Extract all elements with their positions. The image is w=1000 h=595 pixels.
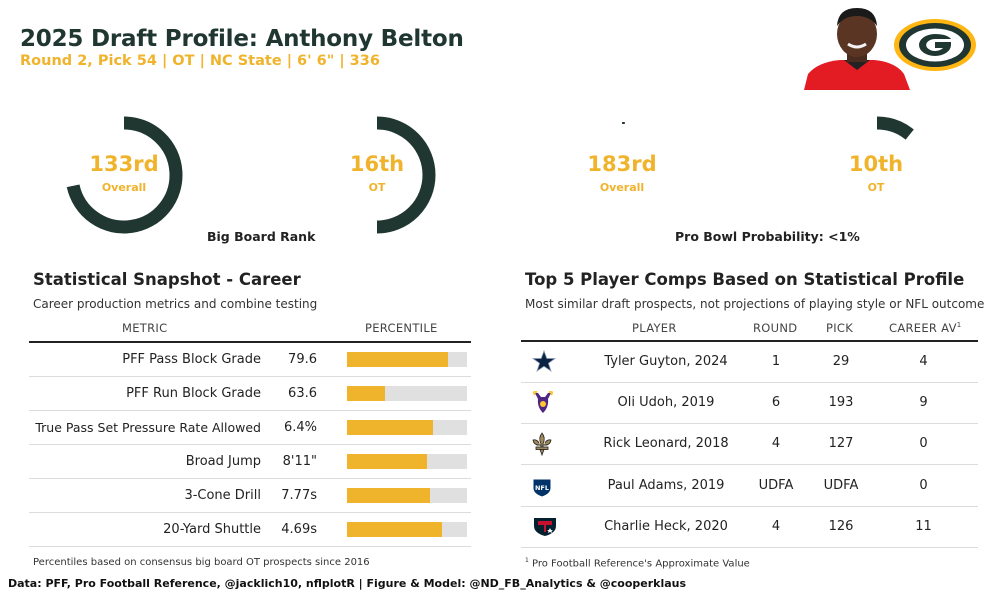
- comp-career-av: 4: [919, 354, 928, 369]
- comp-row: Rick Leonard, 2018 4 127 0: [521, 424, 978, 465]
- pro-bowl-caption: Pro Bowl Probability: <1%: [675, 229, 860, 244]
- percentile-bar-track: [347, 420, 467, 435]
- snapshot-row: 20-Yard Shuttle 4.69s: [29, 513, 471, 547]
- saints-fleur-de-lis-icon: [532, 432, 558, 457]
- snapshot-header-rule: [29, 341, 471, 343]
- big-board-overall-label: Overall: [101, 181, 147, 194]
- svg-text:NFL: NFL: [535, 484, 549, 492]
- comp-round: 4: [771, 519, 781, 534]
- percentile-bar-track: [347, 522, 467, 537]
- packers-logo: [893, 18, 977, 72]
- comps-footnote: 1 Pro Football Reference's Approximate V…: [525, 557, 750, 570]
- career-av-footnote-mark: 1: [956, 321, 962, 330]
- metric-value: 8'11": [282, 454, 317, 469]
- comp-row: Charlie Heck, 2020 4 126 11: [521, 507, 978, 548]
- big-board-position-label: OT: [368, 181, 386, 194]
- metric-name: PFF Pass Block Grade: [122, 352, 261, 367]
- comp-round: 6: [771, 395, 781, 410]
- metric-name: 3-Cone Drill: [184, 488, 261, 503]
- snapshot-row: True Pass Set Pressure Rate Allowed 6.4%: [29, 411, 471, 445]
- snapshot-row: Broad Jump 8'11": [29, 445, 471, 479]
- snapshot-row: PFF Run Block Grade 63.6: [29, 377, 471, 411]
- col-percentile-header: PERCENTILE: [365, 321, 438, 335]
- big-board-position-arc: [376, 116, 436, 234]
- cowboys-star-icon: [531, 349, 558, 374]
- comp-player-name: Paul Adams, 2019: [607, 478, 725, 493]
- comps-title: Top 5 Player Comps Based on Statistical …: [525, 270, 965, 289]
- snapshot-row: PFF Pass Block Grade 79.6: [29, 343, 471, 377]
- snapshot-footnote: Percentiles based on consensus big board…: [33, 557, 370, 568]
- snapshot-row: 3-Cone Drill 7.77s: [29, 479, 471, 513]
- comps-header-rule: [521, 340, 978, 342]
- comp-player-name: Oli Udoh, 2019: [617, 395, 715, 410]
- percentile-bar-fill: [347, 386, 386, 401]
- metric-value: 6.4%: [283, 420, 317, 435]
- vikings-icon: [532, 390, 558, 415]
- page-title: 2025 Draft Profile: Anthony Belton: [20, 26, 464, 52]
- comp-career-av: 0: [919, 436, 928, 451]
- percentile-bar-track: [347, 454, 467, 469]
- comp-career-av: 0: [919, 478, 928, 493]
- comp-career-av: 9: [919, 395, 928, 410]
- metric-value: 79.6: [288, 352, 317, 367]
- metric-name: PFF Run Block Grade: [126, 386, 261, 401]
- big-board-overall-arc: [66, 116, 183, 234]
- percentile-bar-track: [347, 352, 467, 367]
- pro-bowl-position-arc: [876, 116, 914, 140]
- comp-row: Oli Udoh, 2019 6 193 9: [521, 383, 978, 424]
- snapshot-title: Statistical Snapshot - Career: [33, 270, 301, 289]
- comp-pick: UDFA: [823, 478, 859, 493]
- col-career-av-header: CAREER AV1: [889, 321, 962, 335]
- col-metric-header: METRIC: [122, 321, 168, 335]
- col-round-header: ROUND: [753, 321, 798, 335]
- comp-pick: 29: [832, 354, 850, 369]
- comp-career-av: 11: [915, 519, 932, 534]
- percentile-bar-fill: [347, 488, 430, 503]
- comp-player-name: Rick Leonard, 2018: [603, 436, 729, 451]
- texans-icon: [532, 515, 558, 539]
- comp-round: 1: [771, 354, 781, 369]
- comp-round: UDFA: [758, 478, 794, 493]
- big-board-position-rank: 16th: [349, 152, 405, 176]
- percentile-bar-fill: [347, 420, 434, 435]
- big-board-overall-rank: 133rd: [89, 152, 159, 176]
- metric-value: 4.69s: [281, 522, 317, 537]
- metric-name: Broad Jump: [185, 454, 261, 469]
- comps-subtitle: Most similar draft prospects, not projec…: [525, 297, 985, 311]
- comp-row: Tyler Guyton, 2024 1 29 4: [521, 342, 978, 383]
- percentile-bar-fill: [347, 352, 448, 367]
- metric-value: 7.77s: [281, 488, 317, 503]
- comp-row: NFL Paul Adams, 2019 UDFA UDFA 0: [521, 466, 978, 507]
- source-footer: Data: PFF, Pro Football Reference, @jack…: [8, 577, 687, 590]
- comp-pick: 126: [828, 519, 854, 534]
- col-player-header: PLAYER: [632, 321, 677, 335]
- col-pick-header: PICK: [826, 321, 854, 335]
- page-subtitle: Round 2, Pick 54 | OT | NC State | 6' 6"…: [20, 53, 380, 69]
- comp-pick: 127: [828, 436, 854, 451]
- pro-bowl-overall-rank: 183rd: [587, 152, 657, 176]
- metric-name: True Pass Set Pressure Rate Allowed: [35, 420, 261, 435]
- percentile-bar-fill: [347, 454, 428, 469]
- snapshot-subtitle: Career production metrics and combine te…: [33, 297, 318, 311]
- comp-pick: 193: [828, 395, 854, 410]
- pro-bowl-position-label: OT: [867, 181, 885, 194]
- comp-player-name: Tyler Guyton, 2024: [604, 354, 728, 369]
- metric-name: 20-Yard Shuttle: [163, 522, 261, 537]
- percentile-bar-track: [347, 488, 467, 503]
- percentile-bar-track: [347, 386, 467, 401]
- big-board-caption: Big Board Rank: [207, 229, 316, 244]
- nfl-shield-icon: NFL: [532, 474, 558, 498]
- percentile-bar-fill: [347, 522, 442, 537]
- pro-bowl-position-rank: 10th: [848, 152, 904, 176]
- metric-value: 63.6: [288, 386, 317, 401]
- gauge-arcs: [66, 116, 914, 234]
- pro-bowl-overall-label: Overall: [599, 181, 645, 194]
- player-photo: [804, 4, 910, 90]
- comp-player-name: Charlie Heck, 2020: [604, 519, 728, 534]
- comp-round: 4: [771, 436, 781, 451]
